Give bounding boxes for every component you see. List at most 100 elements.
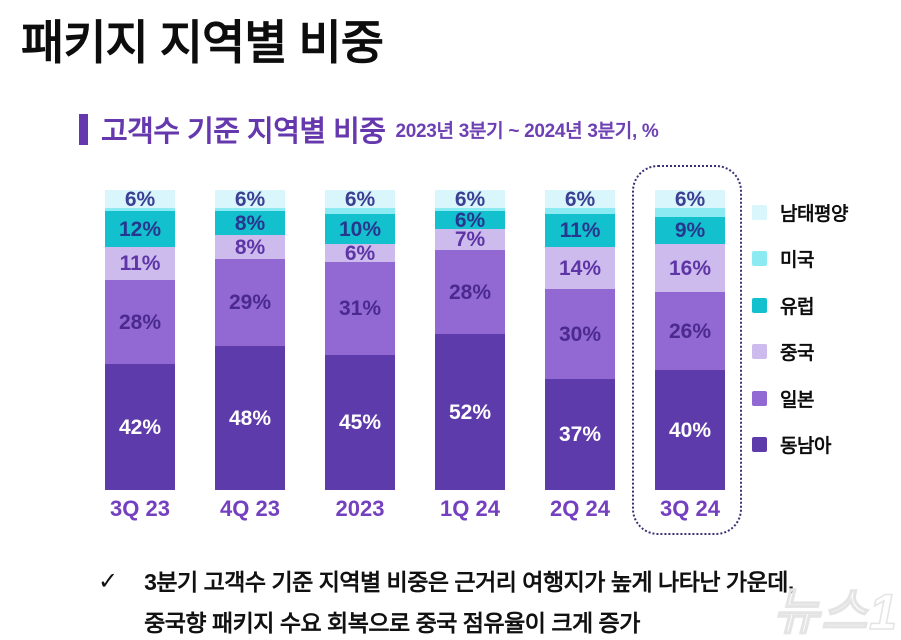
segment-value-label: 8% <box>234 235 266 259</box>
segment-value-label: 11% <box>119 252 161 275</box>
segment-southeast-asia: 37% <box>545 379 615 490</box>
section-period-note: 2023년 3분기 ~ 2024년 3분기, % <box>395 120 659 142</box>
segment-value-label: 40% <box>668 418 712 442</box>
legend-item-europe: 유럽 <box>752 294 848 318</box>
segment-value-label: 7% <box>454 228 486 251</box>
segment-europe: 12% <box>105 211 175 247</box>
legend-swatch-icon <box>752 437 767 452</box>
segment-europe: 10% <box>325 214 395 244</box>
segment-value-label: 6% <box>124 187 156 211</box>
chart-column-3q-24: 6% 9% 16% 26% 40% 3Q 24 <box>635 187 745 530</box>
segment-southeast-asia: 42% <box>105 364 175 490</box>
segment-value-label: 16% <box>668 256 712 280</box>
segment-usa <box>545 208 615 214</box>
segment-value-label: 29% <box>228 291 272 314</box>
segment-japan: 28% <box>435 250 505 334</box>
segment-value-label: 14% <box>558 256 602 280</box>
legend-label: 일본 <box>780 389 814 411</box>
segment-value-label: 28% <box>448 280 492 304</box>
segment-southeast-asia: 52% <box>435 334 505 490</box>
segment-south-pacific: 6% <box>105 187 175 211</box>
legend-swatch-icon <box>752 344 767 359</box>
segment-japan: 29% <box>215 259 285 346</box>
legend-label: 중국 <box>780 343 814 364</box>
category-label: 3Q 23 <box>110 496 170 521</box>
legend-label: 동남아 <box>780 436 831 457</box>
footnote-line1: 3분기 고객수 기준 지역별 비중은 근거리 여행지가 높게 나타난 가운데, <box>144 569 794 595</box>
segment-europe: 6% <box>435 208 505 232</box>
stacked-bar: 6% 10% 6% 31% 45% <box>325 187 395 490</box>
category-label: 2Q 24 <box>550 496 610 521</box>
segment-value-label: 6% <box>674 187 706 211</box>
segment-south-pacific: 6% <box>655 187 725 211</box>
segment-value-label: 10% <box>338 217 382 241</box>
segment-value-label: 48% <box>228 406 272 430</box>
section-heading: 고객수 기준 지역별 비중 <box>101 116 386 148</box>
segment-value-label: 11% <box>559 219 601 242</box>
chart-column-3q-23: 6% 12% 11% 28% 42% 3Q 23 <box>85 187 195 530</box>
section-heading-row: 고객수 기준 지역별 비중 2023년 3분기 ~ 2024년 3분기, % <box>79 108 659 150</box>
segment-china: 14% <box>545 247 615 289</box>
segment-south-pacific: 6% <box>545 187 615 211</box>
stacked-bar: 6% 6% 7% 28% 52% <box>435 187 505 490</box>
category-label: 4Q 23 <box>220 496 280 521</box>
legend-label: 미국 <box>780 250 814 271</box>
segment-china: 7% <box>435 229 505 250</box>
segment-value-label: 30% <box>558 322 602 346</box>
stacked-bar: 6% 12% 11% 28% 42% <box>105 187 175 490</box>
page-title: 패키지 지역별 비중 <box>21 16 384 69</box>
footnote-text: 3분기 고객수 기준 지역별 비중은 근거리 여행지가 높게 나타난 가운데, … <box>144 566 794 640</box>
heading-accent-bar <box>79 113 88 145</box>
chart-column-4q-23: 6% 8% 8% 29% 48% 4Q 23 <box>195 187 305 530</box>
segment-value-label: 26% <box>668 319 712 343</box>
footnote-line2: 중국향 패키지 수요 회복으로 중국 점유율이 크게 증가 <box>144 610 640 636</box>
segment-value-label: 6% <box>344 241 376 265</box>
segment-usa <box>655 208 725 217</box>
legend-item-southeast-asia: 동남아 <box>752 434 848 457</box>
segment-usa <box>325 208 395 214</box>
segment-value-label: 12% <box>118 217 162 241</box>
category-label: 1Q 24 <box>440 496 500 521</box>
segment-value-label: 6% <box>564 187 596 211</box>
segment-southeast-asia: 40% <box>655 370 725 490</box>
legend-swatch-icon <box>752 297 767 313</box>
segment-europe: 8% <box>215 211 285 235</box>
legend-item-usa: 미국 <box>752 248 848 271</box>
segment-usa <box>435 208 505 211</box>
segment-value-label: 6% <box>234 187 266 211</box>
segment-value-label: 52% <box>448 400 492 424</box>
segment-value-label: 37% <box>558 423 602 446</box>
category-label: 2023 <box>335 496 385 521</box>
segment-china: 11% <box>105 247 175 280</box>
stacked-bar-chart: 6% 12% 11% 28% 42% 3Q 23 6% 8% 8% 29% 48% 4Q 23 6% 10… <box>85 187 745 530</box>
segment-south-pacific: 6% <box>435 187 505 211</box>
legend-item-china: 중국 <box>752 341 848 364</box>
segment-value-label: 6% <box>344 187 376 211</box>
segment-china: 16% <box>655 244 725 292</box>
legend-swatch-icon <box>752 251 767 266</box>
legend-item-japan: 일본 <box>752 387 848 411</box>
segment-value-label: 6% <box>454 208 486 232</box>
segment-usa <box>215 208 285 211</box>
chart-column-2q-24: 6% 11% 14% 30% 37% 2Q 24 <box>525 187 635 530</box>
legend-item-south-pacific: 남태평양 <box>752 201 848 225</box>
segment-value-label: 6% <box>454 187 486 211</box>
segment-southeast-asia: 48% <box>215 346 285 490</box>
category-label: 3Q 24 <box>660 496 720 521</box>
stacked-bar: 6% 11% 14% 30% 37% <box>545 187 615 490</box>
segment-south-pacific: 6% <box>325 187 395 211</box>
segment-japan: 28% <box>105 280 175 364</box>
legend-swatch-icon <box>752 390 767 406</box>
segment-china: 8% <box>215 235 285 259</box>
segment-value-label: 9% <box>674 219 706 242</box>
chart-column-1q-24: 6% 6% 7% 28% 52% 1Q 24 <box>415 187 525 530</box>
segment-japan: 26% <box>655 292 725 370</box>
segment-southeast-asia: 45% <box>325 355 395 490</box>
footnote: ✓ 3분기 고객수 기준 지역별 비중은 근거리 여행지가 높게 나타난 가운데… <box>98 566 794 640</box>
segment-value-label: 28% <box>118 310 162 334</box>
segment-value-label: 42% <box>118 415 162 439</box>
segment-value-label: 8% <box>234 211 266 235</box>
segment-europe: 9% <box>655 217 725 244</box>
